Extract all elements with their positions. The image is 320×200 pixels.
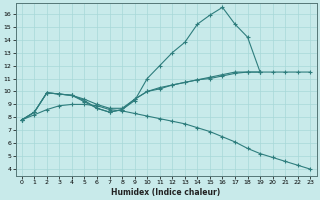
X-axis label: Humidex (Indice chaleur): Humidex (Indice chaleur) — [111, 188, 221, 197]
